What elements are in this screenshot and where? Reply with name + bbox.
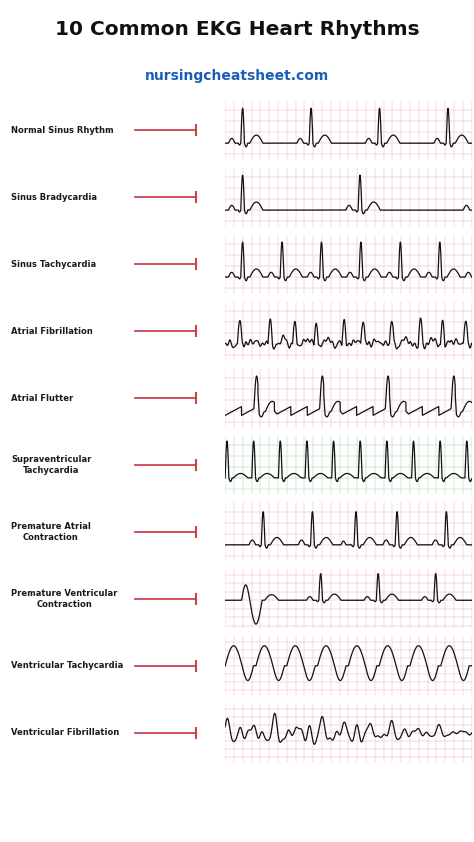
Text: Premature Ventricular
Contraction: Premature Ventricular Contraction [11,589,117,609]
Text: Supraventricular
Tachycardia: Supraventricular Tachycardia [11,455,91,475]
Text: Ventricular Fibrillation: Ventricular Fibrillation [11,728,119,738]
Text: Premature Atrial
Contraction: Premature Atrial Contraction [11,522,91,542]
Text: Atrial Fibrillation: Atrial Fibrillation [11,327,92,336]
Text: 10 Common EKG Heart Rhythms: 10 Common EKG Heart Rhythms [55,19,419,39]
Text: nursingcheatsheet.com: nursingcheatsheet.com [145,68,329,83]
Text: Atrial Flutter: Atrial Flutter [11,393,73,402]
Text: Normal Sinus Rhythm: Normal Sinus Rhythm [11,125,114,135]
Text: CHEATSHEETS 101: CHEATSHEETS 101 [36,784,438,822]
Text: Sinus Tachycardia: Sinus Tachycardia [11,259,96,269]
Text: Ventricular Tachycardia: Ventricular Tachycardia [11,661,123,670]
Text: Sinus Bradycardia: Sinus Bradycardia [11,193,97,202]
